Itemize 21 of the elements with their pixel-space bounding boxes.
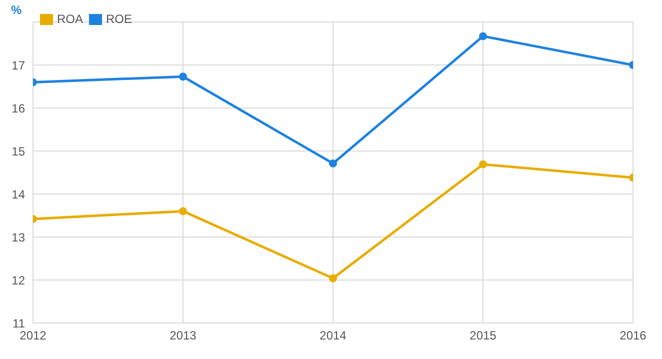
x-tick-label: 2013 — [170, 328, 197, 343]
x-tick-label: 2012 — [20, 328, 47, 343]
y-tick-label: 14 — [12, 187, 26, 202]
x-tick-label: 2014 — [320, 328, 347, 343]
point — [329, 274, 337, 282]
point — [329, 159, 337, 168]
y-tick-label: 11 — [12, 316, 26, 330]
y-tick-label: 17 — [12, 58, 26, 72]
y-tick-label: 16 — [12, 101, 26, 116]
x-tick-label: 2016 — [620, 328, 647, 343]
y-tick-label: 13 — [12, 230, 26, 244]
x-tick-label: 2015 — [470, 328, 497, 343]
point — [179, 207, 187, 216]
point — [179, 72, 187, 81]
point — [479, 32, 487, 40]
y-axis-title: % — [11, 3, 22, 17]
legend-label: ROA — [57, 12, 84, 26]
point — [479, 160, 487, 168]
legend-label: ROE — [106, 12, 132, 26]
y-tick-label: 12 — [12, 273, 26, 288]
y-tick-label: 15 — [12, 144, 26, 158]
